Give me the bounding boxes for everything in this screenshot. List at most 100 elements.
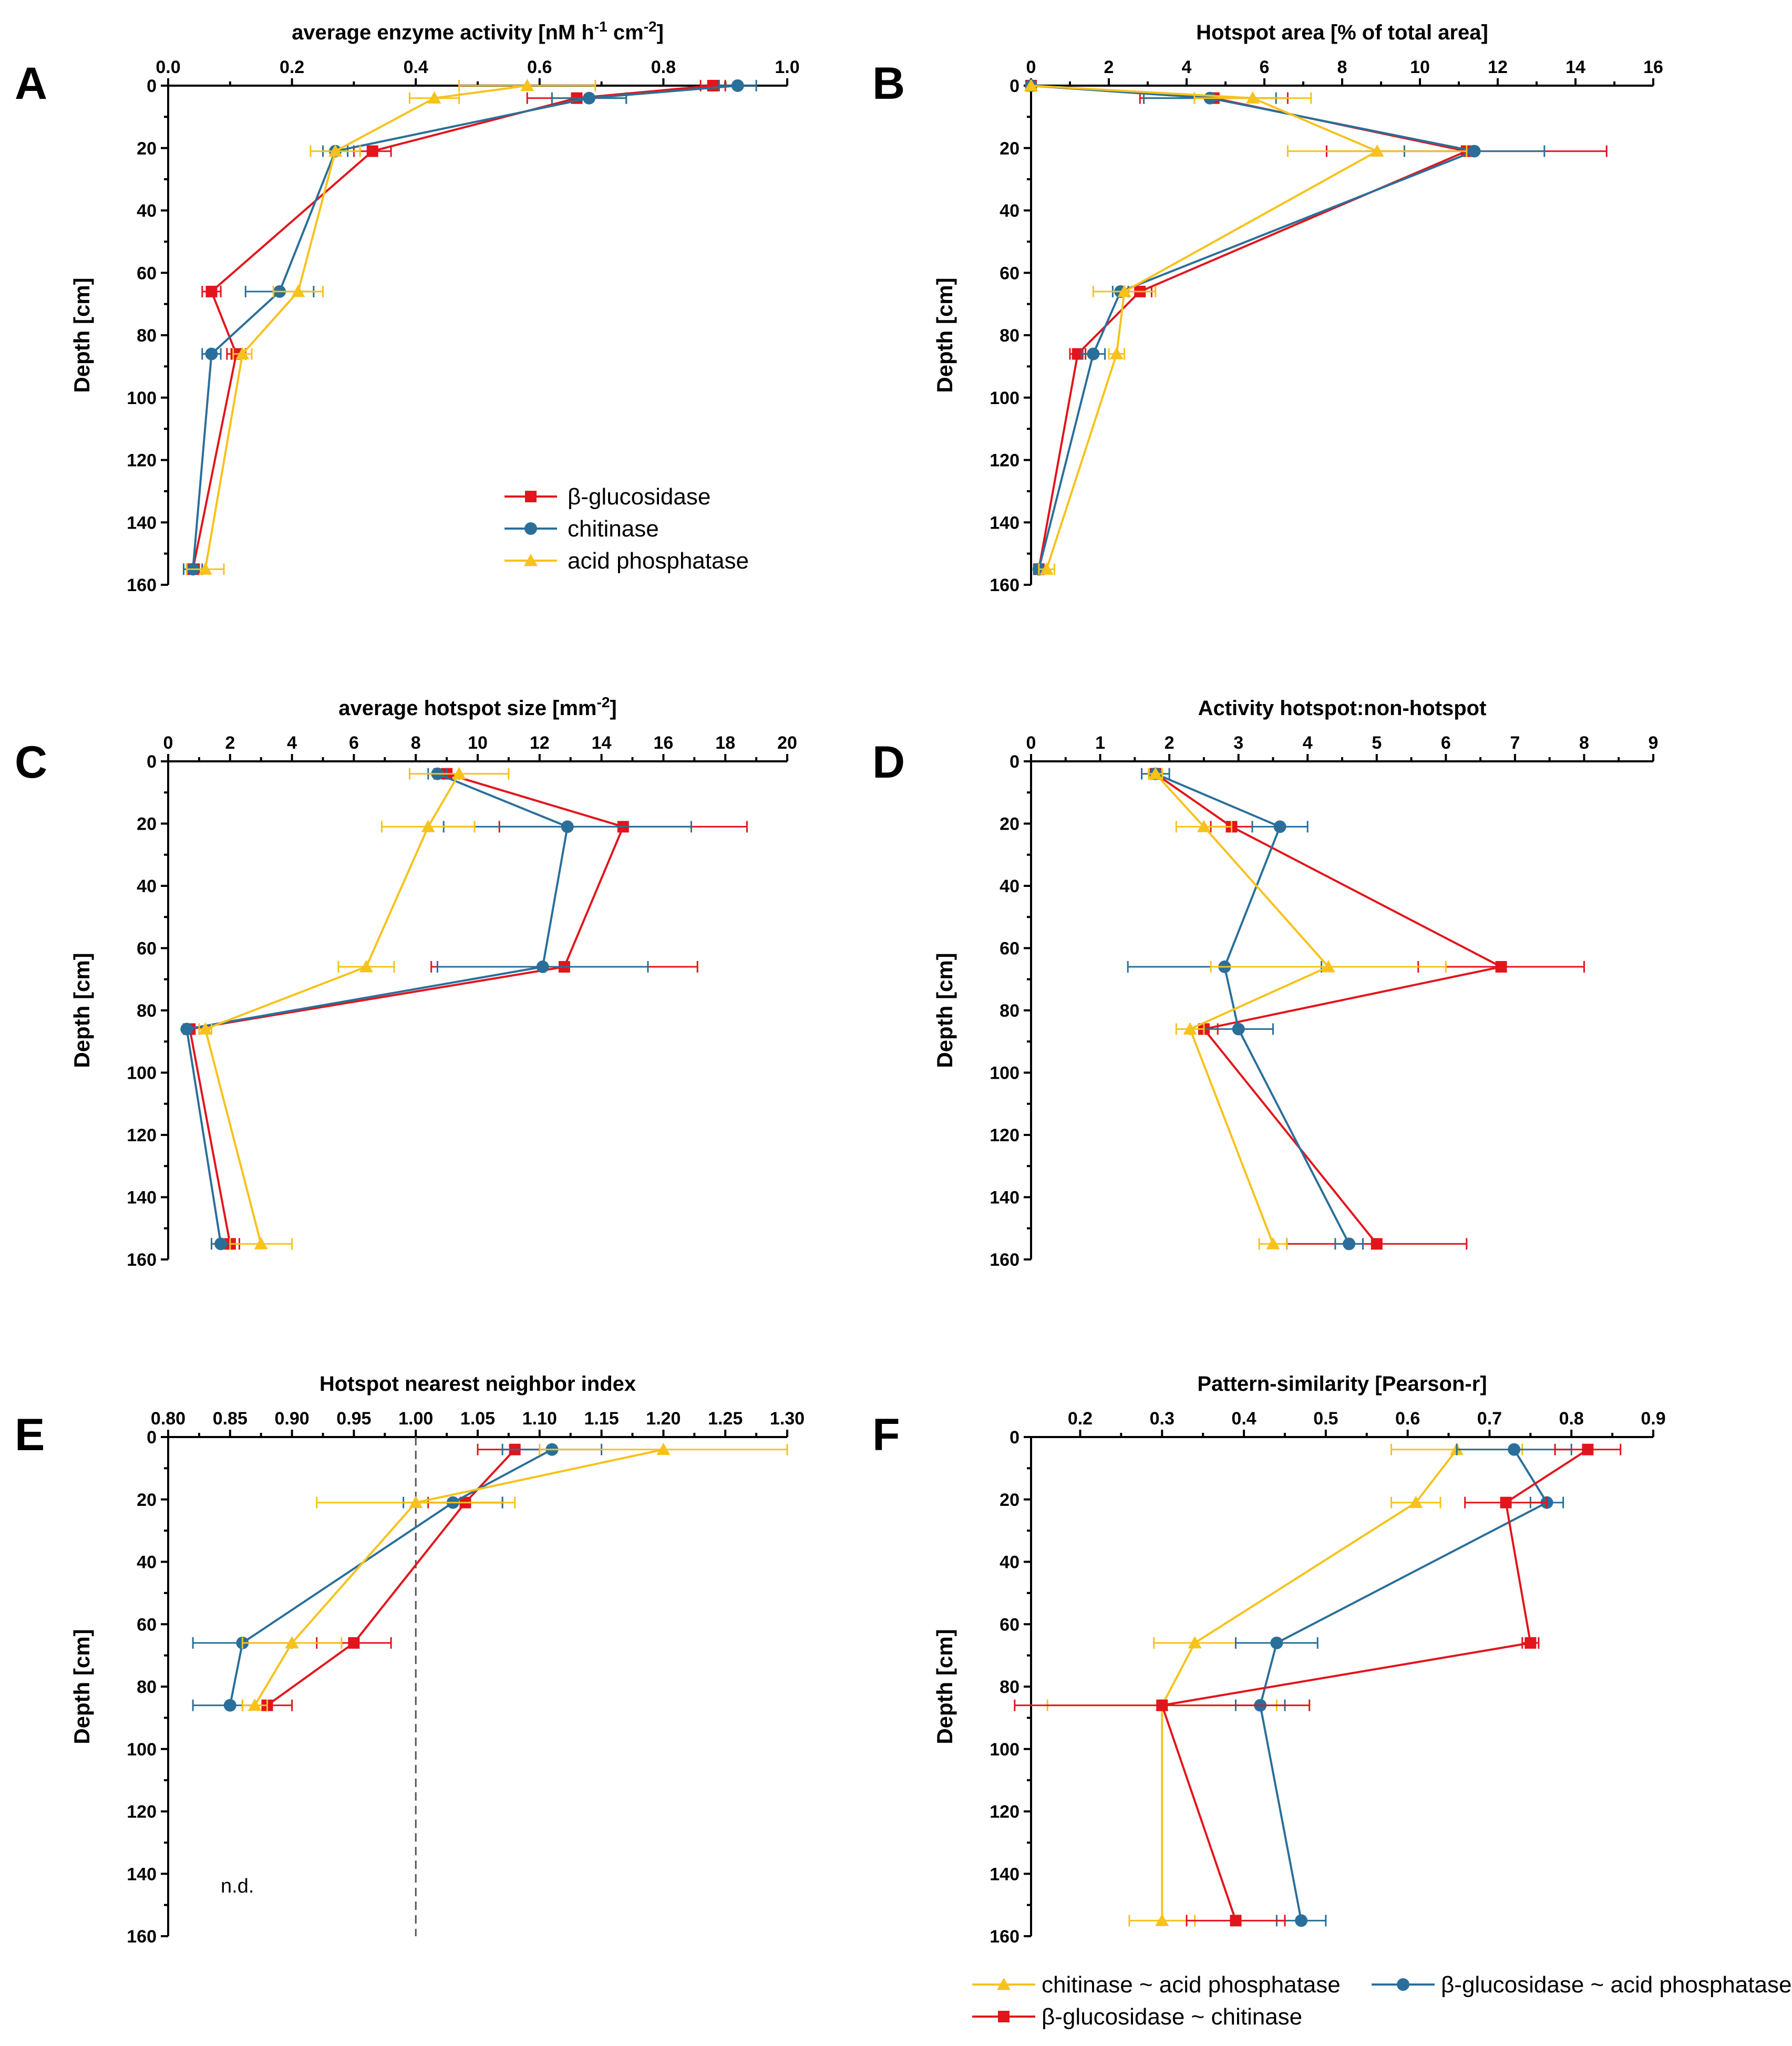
data-point [1343, 1237, 1356, 1251]
x-tick-label: 1.0 [775, 57, 799, 77]
y-tick-label: 60 [1000, 1615, 1019, 1635]
data-point [214, 1237, 228, 1251]
x-tick-label: 0.95 [336, 1409, 371, 1429]
data-point [731, 79, 744, 92]
y-tick-label: 20 [137, 814, 157, 834]
y-tick-label: 140 [990, 1864, 1019, 1884]
chart-title: average enzyme activity [nM h-1 cm-2] [292, 18, 664, 45]
x-tick-label: 0.8 [1559, 1409, 1584, 1429]
x-tick-label: 4 [1303, 733, 1313, 753]
panel-letter: C [15, 737, 47, 788]
series-glucosidase-chitinase [1014, 1443, 1622, 1927]
title-superscript: -2 [597, 694, 610, 710]
x-tick-label: 0.80 [151, 1409, 186, 1429]
y-tick-label: 40 [1000, 201, 1019, 221]
data-point [1270, 1636, 1283, 1649]
x-tick-label: 1.30 [770, 1409, 805, 1429]
title-part: ] [657, 21, 664, 44]
data-point [1409, 1495, 1423, 1508]
y-tick-label: 140 [127, 513, 157, 533]
x-tick-label: 0 [1026, 57, 1036, 77]
data-point [1183, 1022, 1197, 1035]
series-line [229, 1448, 553, 1706]
data-point [1072, 348, 1084, 360]
data-point [254, 1237, 268, 1249]
series-line [1031, 85, 1478, 570]
y-tick-label: 60 [137, 1615, 157, 1635]
x-tick-label: 16 [653, 733, 673, 753]
title-part: Pattern-similarity [Pearson-r] [1197, 1372, 1487, 1396]
legend-label: chitinase [568, 516, 659, 542]
title-part: average enzyme activity [nM h [292, 21, 594, 44]
x-tick-label: 0.4 [404, 57, 428, 77]
legend-label: acid phosphatase [568, 548, 749, 574]
data-point [427, 91, 441, 104]
x-tick-label: 16 [1643, 57, 1663, 77]
data-point [180, 1022, 193, 1036]
x-tick-label: 8 [1337, 57, 1347, 77]
y-tick-label: 120 [990, 1802, 1019, 1822]
panel-e: E Hotspot nearest neighbor index 0.80 0.85 0… [15, 1372, 805, 1947]
x-tick-label: 7 [1510, 733, 1520, 753]
x-tick-label: 0.0 [156, 57, 180, 77]
y-tick-label: 140 [127, 1864, 157, 1884]
series-chitinase [1127, 767, 1364, 1251]
y-tick-label: 20 [1000, 1490, 1019, 1510]
y-tick-label: 80 [1000, 1001, 1019, 1021]
annotation-nd: n.d. [221, 1875, 254, 1897]
x-tick-label: 2 [1165, 733, 1175, 753]
data-point [1582, 1443, 1594, 1455]
title-part: Activity hotspot:non-hotspot [1198, 697, 1487, 720]
y-tick-label: 100 [127, 388, 157, 408]
series-line [1031, 85, 1470, 570]
legend-marker [998, 2011, 1010, 2022]
y-tick-label: 120 [990, 1125, 1019, 1145]
data-point [1024, 79, 1038, 91]
y-tick-label: 0 [1010, 752, 1019, 772]
y-tick-label: 40 [137, 1553, 157, 1573]
x-tick-label: 1.25 [708, 1409, 743, 1429]
y-tick-label: 160 [990, 1927, 1019, 1947]
x-tick-label: 0.3 [1150, 1409, 1175, 1429]
chart-title: Activity hotspot:non-hotspot [1198, 697, 1487, 720]
series-acid-phosphatase [198, 767, 510, 1250]
x-tick-label: 10 [468, 733, 488, 753]
panel-letter: A [15, 58, 47, 109]
x-tick-label: 12 [530, 733, 550, 753]
data-point [1232, 1022, 1245, 1036]
x-tick-label: 0.85 [213, 1409, 248, 1429]
series-line [254, 1448, 664, 1706]
data-point [1370, 144, 1384, 157]
y-tick-label: 20 [1000, 139, 1019, 159]
data-point [536, 960, 549, 974]
data-point [707, 80, 719, 91]
data-point [1148, 767, 1162, 780]
data-point [1245, 91, 1260, 104]
series-acid-phosphatase [1148, 767, 1447, 1250]
data-point [348, 1637, 360, 1649]
x-tick-label: 1 [1095, 733, 1105, 753]
x-tick-label: 1.00 [398, 1409, 433, 1429]
y-tick-label: 100 [990, 1063, 1019, 1083]
panel-b: B Hotspot area [% of total area] 0 2 4 6 8 10 12… [872, 21, 1663, 595]
data-point [223, 1699, 236, 1712]
data-point [205, 285, 218, 297]
y-tick-label: 160 [990, 575, 1019, 595]
legend-marker [524, 522, 537, 535]
data-point [1525, 1637, 1537, 1649]
y-tick-label: 80 [137, 326, 157, 346]
data-point [1273, 820, 1286, 833]
data-point [1188, 1636, 1202, 1649]
x-tick-label: 0 [1026, 733, 1036, 753]
y-tick-label: 100 [990, 388, 1019, 408]
series-acid-phosphatase [1024, 79, 1468, 575]
legend-label: β-glucosidase ~ acid phosphatase [1441, 1972, 1791, 1998]
legend-marker [524, 554, 538, 566]
x-tick-label: 0.7 [1477, 1409, 1502, 1429]
x-tick-label: 0.8 [651, 57, 676, 77]
x-tick-label: 3 [1233, 733, 1243, 753]
data-point [285, 1636, 299, 1649]
data-point [1109, 347, 1124, 360]
x-tick-label: 8 [1579, 733, 1589, 753]
